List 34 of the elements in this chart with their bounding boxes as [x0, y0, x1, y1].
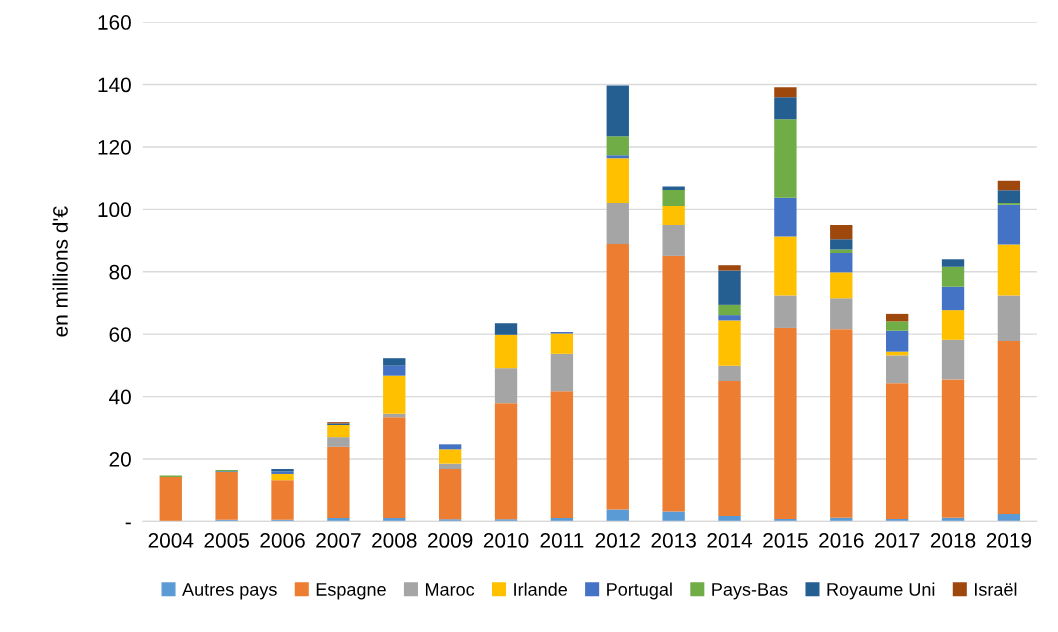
y-tick-label: - [125, 522, 131, 525]
x-tick-label: 2005 [204, 533, 249, 548]
x-tick-label: 2016 [819, 533, 864, 548]
legend-label: Israël [975, 582, 1017, 596]
x-tick-label: 2014 [707, 533, 753, 548]
y-tick-label: 120 [98, 139, 131, 155]
x-tick-label: 2013 [651, 533, 696, 548]
x-tick-label: 2017 [875, 533, 920, 548]
x-tick-label: 2008 [372, 533, 417, 548]
legend-label: Maroc [425, 583, 475, 596]
y-tick-label: 40 [109, 389, 131, 405]
x-tick-label: 2010 [483, 533, 529, 548]
y-tick-label: 60 [109, 327, 131, 342]
y-axis-title: en millions d'€ [52, 206, 68, 337]
legend-label: Portugal [607, 582, 672, 600]
x-tick-label: 2006 [260, 533, 305, 548]
x-tick-label: 2012 [595, 533, 640, 548]
legend-label: Espagne [316, 583, 386, 600]
x-tick-label: 2004 [148, 533, 194, 548]
y-tick-label: 100 [98, 202, 131, 218]
x-tick-label: 2011 [540, 533, 584, 548]
legend-label: Irlande [514, 582, 567, 596]
legend-label: Pays-Bas [712, 583, 788, 600]
y-tick-label: 20 [109, 451, 131, 467]
y-tick-label: 160 [98, 15, 131, 30]
x-tick-label: 2019 [986, 533, 1032, 548]
legend-label: Autres pays [182, 583, 277, 600]
x-tick-label: 2015 [763, 533, 808, 548]
y-tick-label: 80 [109, 264, 131, 280]
x-tick-label: 2009 [428, 533, 473, 548]
x-tick-label: 2018 [930, 533, 976, 548]
y-tick-label: 140 [98, 77, 131, 93]
legend-label: Royaume Uni [827, 582, 935, 600]
x-tick-label: 2007 [316, 533, 361, 548]
